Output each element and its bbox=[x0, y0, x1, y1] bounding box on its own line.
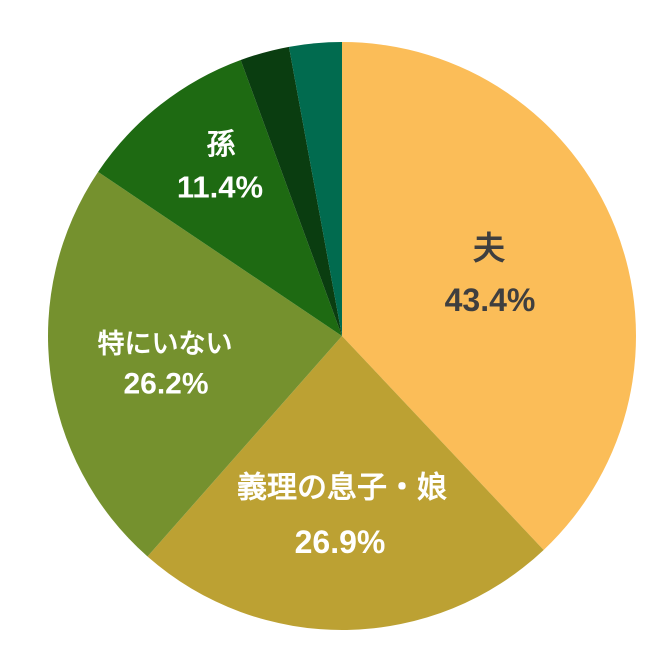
pie-slice-unlabeled-5 bbox=[288, 42, 342, 336]
slice-data-label: 11.4% bbox=[177, 170, 263, 205]
slice-data-label: 43.4% bbox=[445, 282, 536, 318]
pie-slice-unlabeled-4 bbox=[240, 46, 342, 336]
pie-slice-夫 bbox=[342, 42, 637, 550]
slice-data-label: 特にいない bbox=[98, 329, 233, 359]
pie-slice-特にいない bbox=[48, 171, 343, 557]
pie-slice-孫 bbox=[98, 60, 342, 336]
slice-data-label: 孫 bbox=[206, 128, 235, 161]
slice-data-label: 26.9% bbox=[295, 524, 386, 560]
pie-slice-義理の息子・娘 bbox=[147, 336, 544, 630]
slice-data-label: 義理の息子・娘 bbox=[237, 471, 447, 505]
slice-data-label: 夫 bbox=[473, 230, 506, 266]
slice-data-label: 26.2% bbox=[123, 368, 208, 401]
